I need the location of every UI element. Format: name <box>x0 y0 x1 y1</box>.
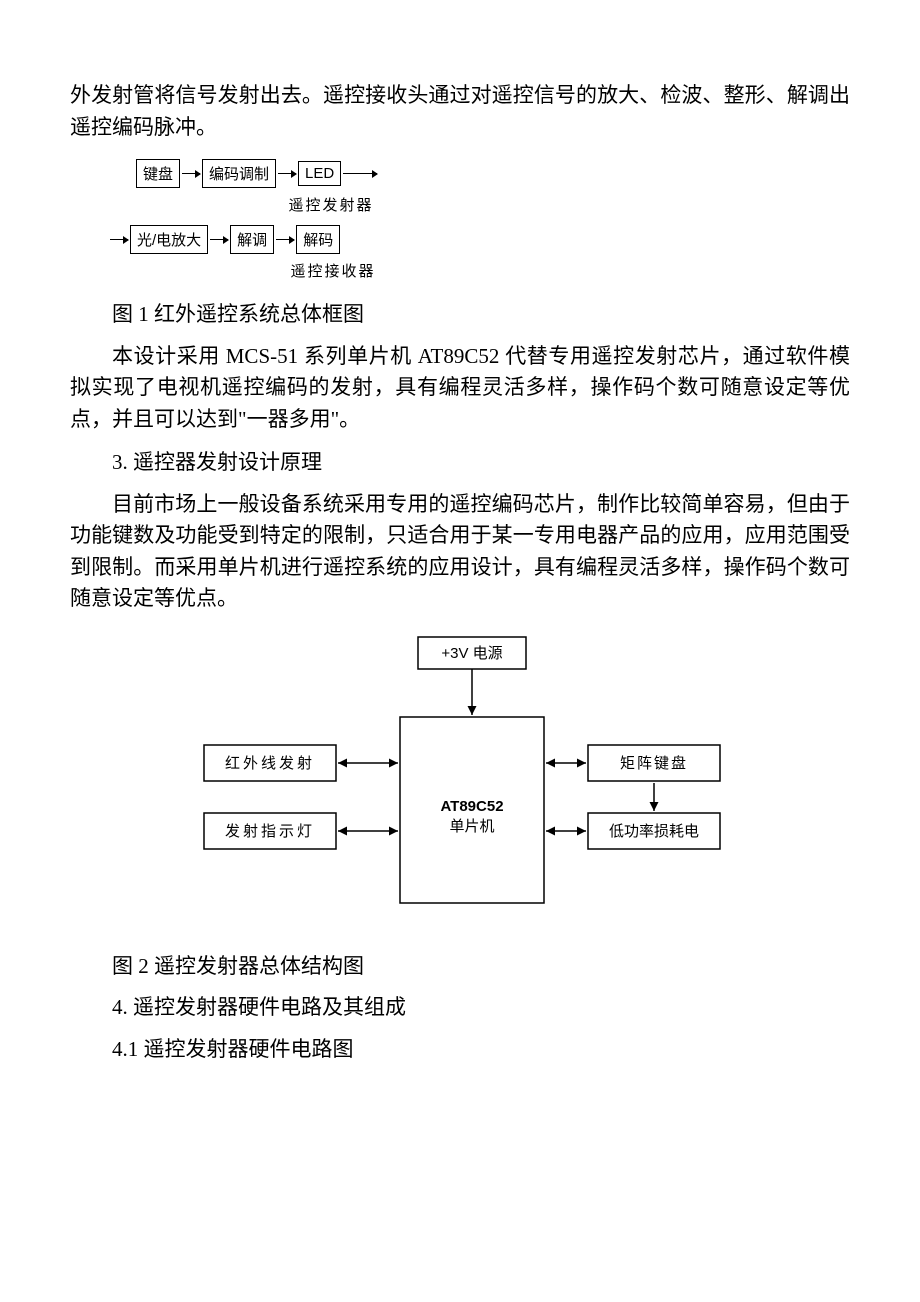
fig2-ir-label: 红外线发射 <box>225 755 315 772</box>
fig2-lowpower-label: 低功率损耗电 <box>609 823 699 840</box>
arrow-icon <box>276 239 294 241</box>
arrow-icon <box>182 173 200 175</box>
intro-paragraph: 外发射管将信号发射出去。遥控接收头通过对遥控信号的放大、检波、整形、解调出遥控编… <box>70 80 850 143</box>
fig2-led-label: 发射指示灯 <box>225 823 315 840</box>
figure-1-caption: 图 1 红外遥控系统总体框图 <box>70 299 850 331</box>
fig1-label-receiver: 遥控接收器 <box>200 260 466 281</box>
section-4-1-heading: 4.1 遥控发射器硬件电路图 <box>70 1034 850 1066</box>
fig1-box-keyboard: 键盘 <box>136 159 180 188</box>
arrow-icon <box>210 239 228 241</box>
fig1-box-decode: 解码 <box>296 225 340 254</box>
figure-2: +3V 电源 AT89C52 单片机 红外线发射 发射指示灯 矩阵键盘 低功率损… <box>70 633 850 923</box>
fig1-box-demod: 解调 <box>230 225 274 254</box>
page: 外发射管将信号发射出去。遥控接收头通过对遥控信号的放大、检波、整形、解调出遥控编… <box>0 0 920 1135</box>
fig1-box-amp: 光/电放大 <box>130 225 208 254</box>
fig2-keypad-label: 矩阵键盘 <box>620 754 688 772</box>
fig2-center-label-eng: AT89C52 <box>440 798 503 815</box>
section-3-heading: 3. 遥控器发射设计原理 <box>70 447 850 479</box>
section-3-paragraph: 目前市场上一般设备系统采用专用的遥控编码芯片，制作比较简单容易，但由于功能键数及… <box>70 489 850 615</box>
fig1-label-transmitter: 遥控发射器 <box>196 194 466 215</box>
fig2-center-label-cn: 单片机 <box>449 818 494 835</box>
fig2-power-label: +3V 电源 <box>441 645 502 662</box>
section-4-heading: 4. 遥控发射器硬件电路及其组成 <box>70 992 850 1024</box>
arrow-icon <box>110 239 128 241</box>
arrow-icon <box>343 173 377 175</box>
figure-2-caption: 图 2 遥控发射器总体结构图 <box>70 951 850 983</box>
fig1-box-encode: 编码调制 <box>202 159 276 188</box>
figure-1: 键盘 编码调制 LED 遥控发射器 光/电放大 解调 解码 遥控接收器 <box>136 159 466 281</box>
fig1-box-led: LED <box>298 161 341 186</box>
arrow-icon <box>278 173 296 175</box>
paragraph-after-fig1: 本设计采用 MCS-51 系列单片机 AT89C52 代替专用遥控发射芯片，通过… <box>70 341 850 436</box>
fig1-row-receiver: 光/电放大 解调 解码 <box>108 225 466 254</box>
fig1-row-transmitter: 键盘 编码调制 LED <box>136 159 466 188</box>
figure-2-svg: +3V 电源 AT89C52 单片机 红外线发射 发射指示灯 矩阵键盘 低功率损… <box>180 633 740 923</box>
